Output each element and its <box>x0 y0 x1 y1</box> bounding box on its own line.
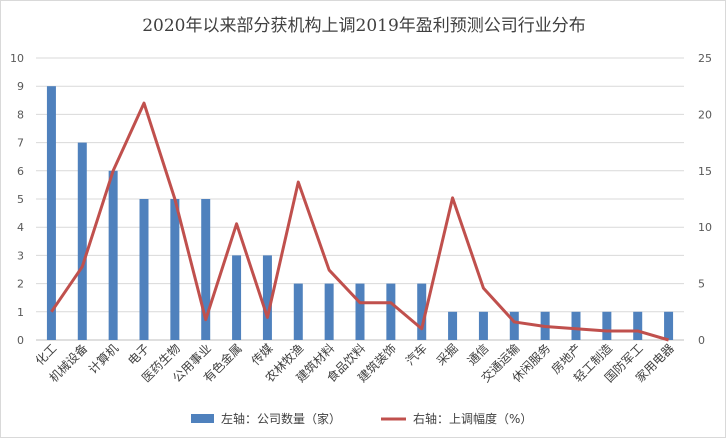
y-right-tick-label: 20 <box>698 108 712 121</box>
x-tick-label: 通信 <box>465 341 492 368</box>
legend-label-bar: 左轴：公司数量（家） <box>221 411 341 426</box>
bar <box>77 142 87 340</box>
y-left-tick-label: 8 <box>17 108 24 121</box>
y-right-tick-label: 5 <box>698 278 705 291</box>
x-tick-label: 汽车 <box>402 341 430 369</box>
y-left-tick-label: 10 <box>10 52 24 65</box>
bar <box>633 311 643 340</box>
bar <box>46 86 56 340</box>
bar <box>293 283 303 340</box>
bar <box>386 283 396 340</box>
chart-title: 2020年以来部分获机构上调2019年盈利预测公司行业分布 <box>142 16 586 36</box>
y-right-tick-label: 0 <box>698 334 705 347</box>
bar <box>262 255 272 340</box>
bar <box>448 311 458 340</box>
x-tick-label: 化工 <box>33 341 60 368</box>
y-left-tick-label: 7 <box>17 137 24 150</box>
x-tick-label: 计算机 <box>85 341 121 377</box>
legend-label-line: 右轴：上调幅度（%） <box>413 411 532 426</box>
bar <box>108 170 118 340</box>
bar <box>664 311 674 340</box>
x-tick-label: 电子 <box>125 341 152 368</box>
y-right-tick-label: 10 <box>698 221 712 234</box>
bar <box>170 199 180 340</box>
y-right-tick-label: 15 <box>698 165 712 178</box>
legend-swatch-bar <box>191 414 214 423</box>
bar <box>232 255 242 340</box>
x-tick-label: 采掘 <box>433 341 461 369</box>
y-left-tick-label: 1 <box>17 306 24 319</box>
bar <box>571 311 581 340</box>
bar <box>324 283 334 340</box>
y-right-tick-label: 25 <box>698 52 712 65</box>
bar <box>139 199 149 340</box>
y-left-tick-label: 2 <box>17 278 24 291</box>
y-left-tick-label: 3 <box>17 249 24 262</box>
y-left-tick-label: 0 <box>17 334 24 347</box>
y-left-tick-label: 9 <box>17 80 24 93</box>
y-left-tick-label: 6 <box>17 165 24 178</box>
bar <box>509 311 519 340</box>
bar <box>602 311 612 340</box>
bar <box>478 311 488 340</box>
line-series <box>50 101 669 342</box>
y-left-tick-label: 4 <box>17 221 24 234</box>
bar <box>355 283 365 340</box>
x-tick-label: 传媒 <box>248 341 276 369</box>
bar <box>201 199 211 340</box>
bar <box>417 283 427 340</box>
y-left-tick-label: 5 <box>17 193 24 206</box>
